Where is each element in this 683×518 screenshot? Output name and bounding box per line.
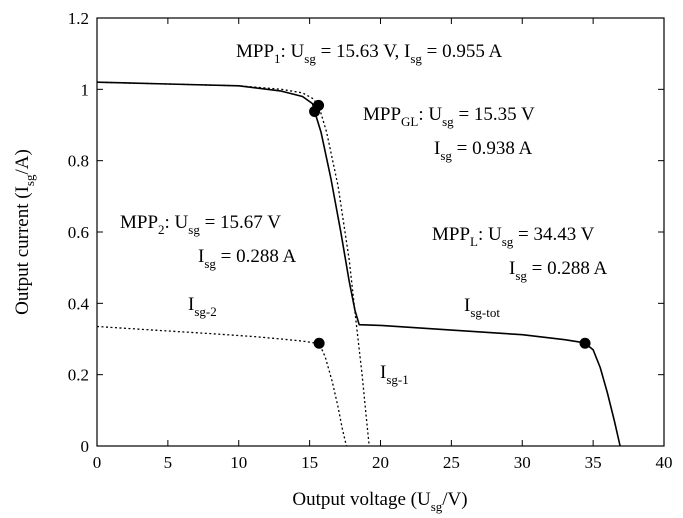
- y-tick-label: 0.4: [68, 294, 90, 313]
- annotation-mppgl-line1: MPPGL: Usg = 15.35 V: [363, 104, 535, 129]
- series-line-i-sg-tot: [96, 81, 621, 447]
- x-tick-label: 40: [656, 453, 673, 472]
- series-line-i-sg-2: [96, 325, 348, 447]
- marker-mpp-gl: [309, 105, 321, 117]
- x-tick-label: 0: [93, 453, 102, 472]
- markers-layer: [309, 99, 591, 349]
- x-tick-label: 35: [585, 453, 602, 472]
- x-tick-label: 15: [301, 453, 318, 472]
- series-line-i-sg-1: [96, 81, 370, 447]
- y-tick-label: 0.2: [68, 366, 89, 385]
- series-layer: [96, 81, 621, 447]
- annotation-mpp1: MPP1: Usg = 15.63 V, Isg = 0.955 A: [236, 41, 503, 66]
- annotation-mpp2-line2: Isg = 0.288 A: [198, 246, 297, 271]
- x-tick-label: 20: [372, 453, 389, 472]
- annotation-mppl-line2: Isg = 0.288 A: [509, 258, 608, 283]
- x-tick-label: 25: [443, 453, 460, 472]
- label-isg-2: Isg-2: [188, 294, 217, 319]
- marker-mpp-l: [579, 337, 591, 349]
- annotation-mpp2-line1: MPP2: Usg = 15.67 V: [120, 212, 281, 237]
- x-tick-label: 30: [514, 453, 531, 472]
- annotation-mppl-line1: MPPL: Usg = 34.43 V: [432, 224, 595, 249]
- label-isg-1: Isg-1: [380, 362, 409, 387]
- annotation-mppgl-line2: Isg = 0.938 A: [434, 138, 533, 163]
- y-tick-label: 0: [81, 437, 90, 456]
- y-tick-label: 0.8: [68, 152, 89, 171]
- y-tick-label: 0.6: [68, 223, 89, 242]
- x-tick-label: 5: [164, 453, 173, 472]
- x-tick-label: 10: [230, 453, 247, 472]
- y-tick-label: 1.2: [68, 9, 89, 28]
- marker-mpp-2: [313, 337, 325, 349]
- y-axis-label: Output current (Isg/A): [12, 149, 37, 315]
- y-tick-label: 1: [81, 80, 90, 99]
- axis-ticks: 0 5 10 15 20 25 30 35 40 0 0.2 0.4 0.6 0.8 1 1.2: [68, 9, 673, 472]
- x-axis-label: Output voltage (Usg/V): [292, 489, 467, 514]
- label-isg-tot: Isg-tot: [464, 295, 500, 320]
